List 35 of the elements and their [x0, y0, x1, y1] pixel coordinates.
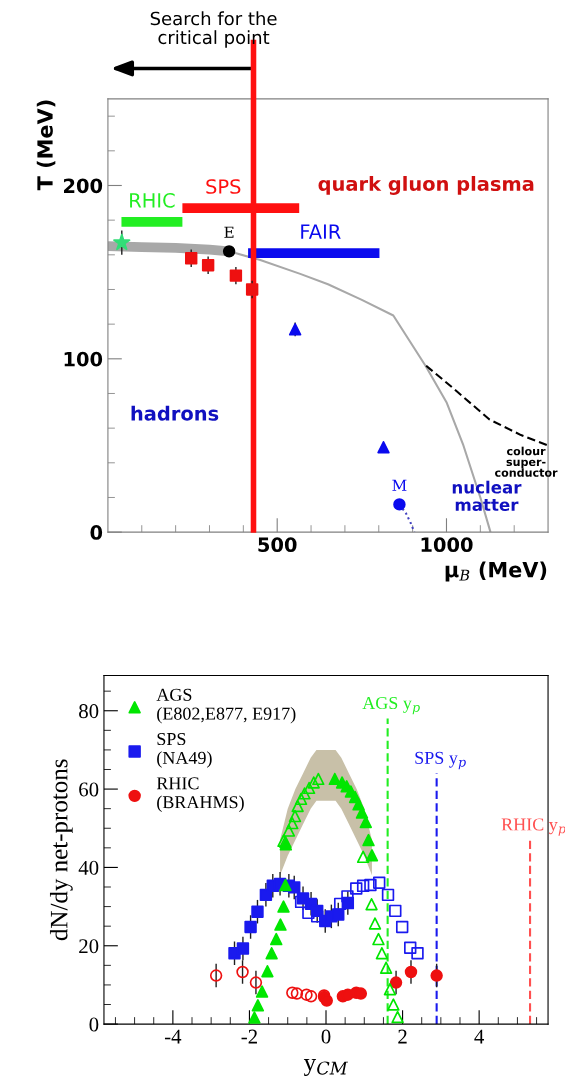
series-label: FAIR [301, 224, 341, 239]
x-axis-title: y$_{CM}$ [303, 1059, 349, 1076]
x-tick-label: 1000 [421, 537, 473, 553]
legend-label: RHIC (BRAHMS) [156, 777, 244, 812]
y-axis-title: T (MeV) [36, 100, 56, 191]
annotation: SPS y$_{p}$ [415, 751, 466, 770]
x-tick-label: -2 [241, 1029, 257, 1044]
y-tick-label: 80 [79, 704, 99, 719]
annotation: RHIC y$_{p}$ [501, 818, 565, 836]
x-tick-label: 4 [474, 1029, 485, 1044]
series-label: SPS [206, 179, 241, 194]
y-tick-label: 60 [79, 782, 99, 797]
annotation: M [392, 479, 407, 491]
y-tick-label: 200 [64, 178, 103, 194]
text: Search for the critical point [150, 11, 277, 48]
y-tick-label: 100 [64, 351, 103, 367]
x-tick-label: -4 [164, 1029, 182, 1044]
annotation: AGS y$_{p}$ [362, 696, 420, 715]
y-tick-label: 0 [90, 525, 103, 540]
x-tick-label: 500 [258, 537, 297, 553]
series-label: RHIC [130, 193, 175, 208]
y-tick-label: 0 [89, 1017, 99, 1032]
legend-label: AGS (E802,E877, E917) [156, 688, 296, 724]
annotation: quark gluon plasma [318, 176, 534, 195]
annotation: E [224, 226, 234, 238]
y-tick-label: 20 [79, 939, 99, 954]
y-axis-title: dN/dy net-protons [49, 759, 73, 941]
annotation: colour super- conductor [495, 446, 558, 477]
annotation: nuclear matter [452, 480, 522, 512]
x-tick-label: 2 [398, 1029, 407, 1044]
x-tick-label: 0 [321, 1029, 331, 1044]
x-axis-title: μ$_{B}$ (MeV) [445, 561, 547, 582]
y-tick-label: 40 [78, 860, 99, 875]
legend-label: SPS (NA49) [157, 732, 212, 768]
annotation: hadrons [131, 405, 219, 421]
